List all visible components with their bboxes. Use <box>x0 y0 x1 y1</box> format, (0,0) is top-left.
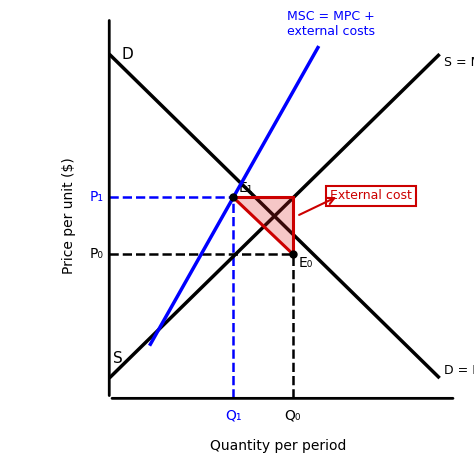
Text: P₁: P₁ <box>89 191 103 204</box>
Text: Q₀: Q₀ <box>284 409 301 423</box>
Text: D: D <box>121 47 133 62</box>
Text: MSC = MPC +
external costs: MSC = MPC + external costs <box>287 10 375 38</box>
Text: Q₁: Q₁ <box>225 409 242 423</box>
Text: P₀: P₀ <box>89 247 103 261</box>
Text: Price per unit ($): Price per unit ($) <box>62 158 76 274</box>
Text: D = MPB: D = MPB <box>444 364 474 376</box>
Text: Quantity per period: Quantity per period <box>210 439 346 453</box>
Polygon shape <box>233 197 292 254</box>
Text: External cost: External cost <box>330 189 412 202</box>
Text: E₀: E₀ <box>299 256 313 270</box>
Text: S: S <box>113 351 123 366</box>
Text: S = MPC: S = MPC <box>444 56 474 69</box>
Text: E₁: E₁ <box>238 182 253 196</box>
